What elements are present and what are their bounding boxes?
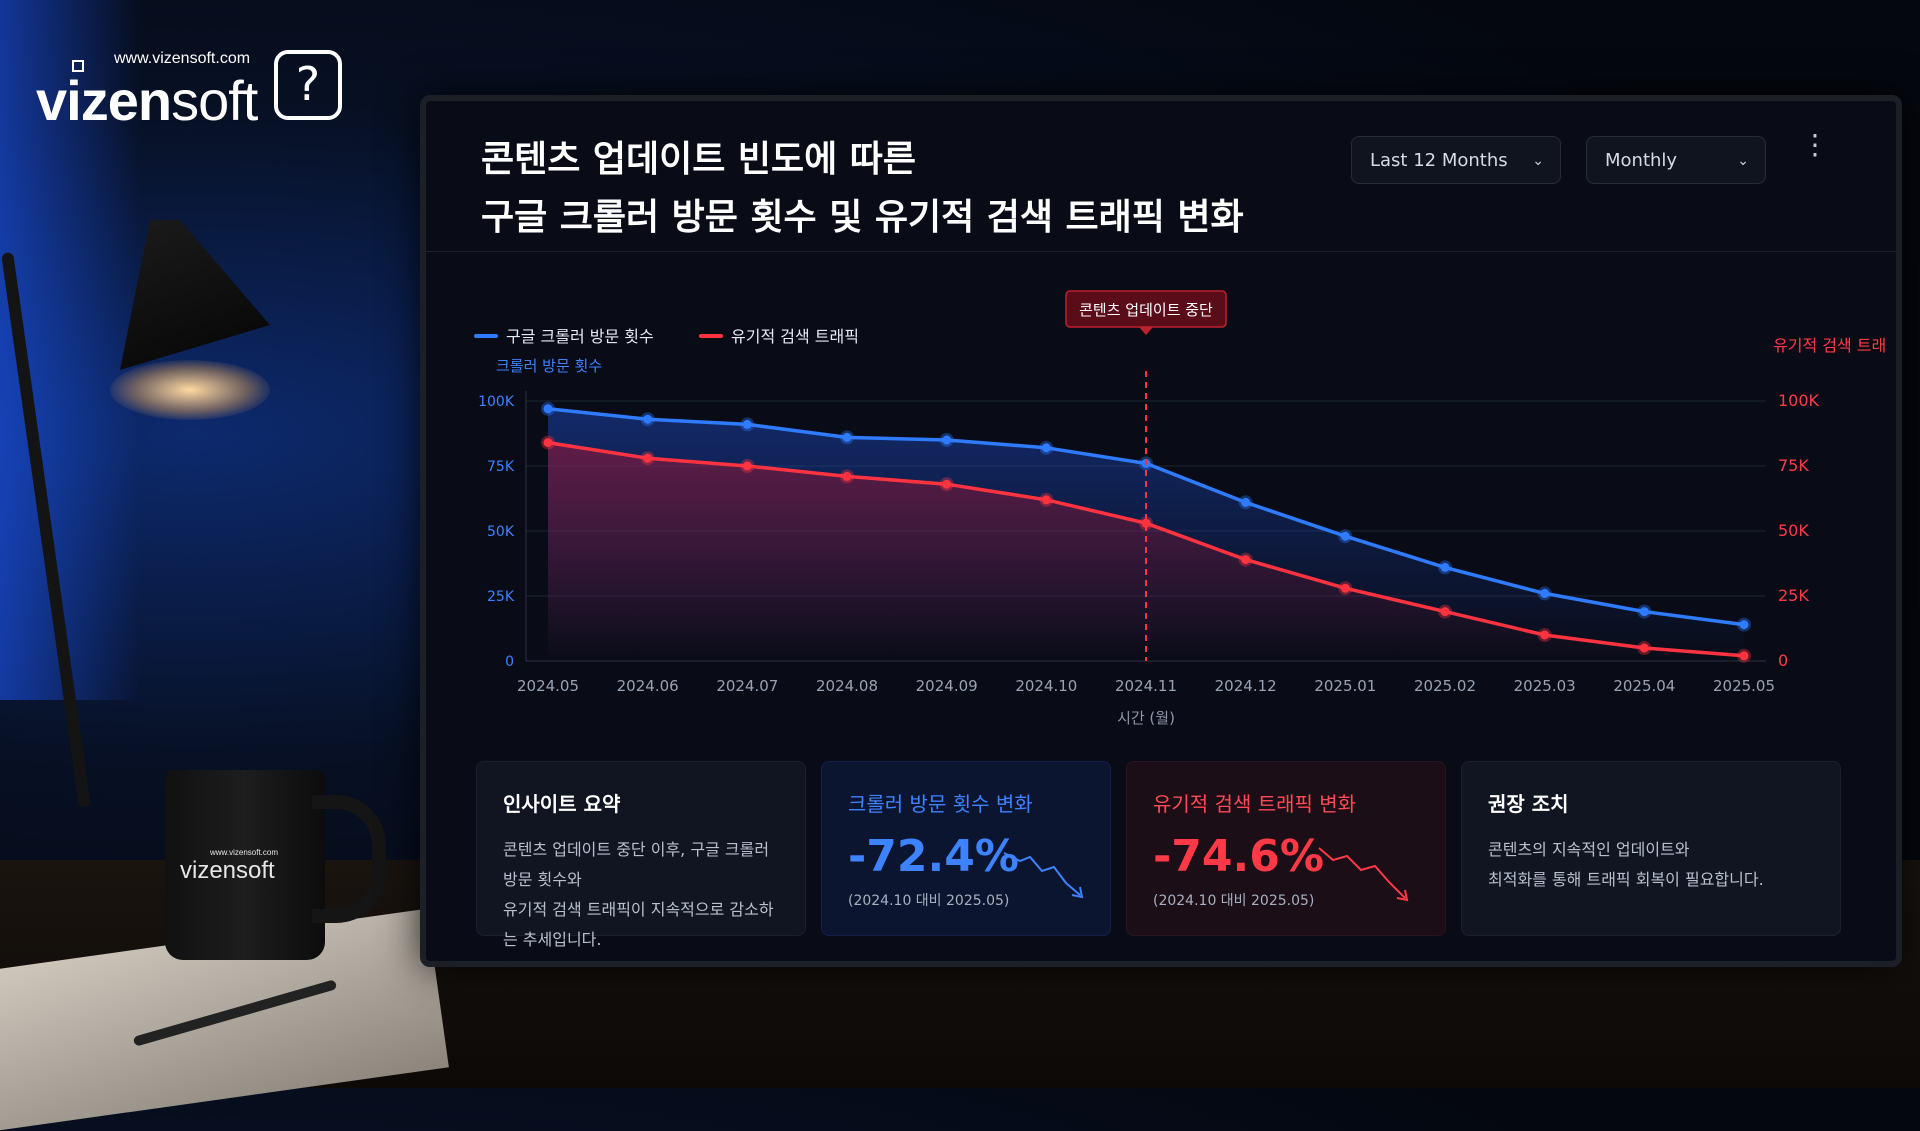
- brand-name-light: soft: [171, 69, 258, 132]
- y-axis-title-right: 유기적 검색 트래픽: [1773, 336, 1886, 355]
- crawler-change-value: -72.4%: [848, 831, 1019, 882]
- chevron-down-icon: ⌄: [1737, 153, 1749, 169]
- data-point: [1540, 630, 1550, 640]
- coffee-mug: [165, 770, 325, 960]
- data-point: [1739, 620, 1749, 630]
- page-title: 콘텐츠 업데이트 빈도에 따른 구글 크롤러 방문 횟수 및 유기적 검색 트래…: [481, 131, 1244, 247]
- crawler-change-period: (2024.10 대비 2025.05): [848, 893, 1010, 909]
- y-tick-right: 0: [1778, 651, 1788, 670]
- dashboard-header: 콘텐츠 업데이트 빈도에 따른 구글 크롤러 방문 횟수 및 유기적 검색 트래…: [426, 101, 1896, 252]
- date-range-select[interactable]: Last 12 Months ⌄: [1351, 136, 1561, 184]
- crawler-change-title: 크롤러 방문 횟수 변화: [848, 792, 1033, 816]
- x-tick-label: 2024.06: [617, 677, 679, 695]
- annotation-pointer: [1139, 327, 1153, 335]
- interval-select[interactable]: Monthly ⌄: [1586, 136, 1766, 184]
- brand-url: www.vizensoft.com: [114, 50, 251, 67]
- data-point: [1141, 518, 1151, 528]
- y-tick-right: 75K: [1778, 456, 1809, 475]
- x-tick-label: 2024.12: [1215, 677, 1277, 695]
- data-point: [942, 479, 952, 489]
- recommendation-card: 권장 조치 콘텐츠의 지속적인 업데이트와 최적화를 통해 트래픽 회복이 필요…: [1461, 761, 1841, 936]
- data-point: [1041, 495, 1051, 505]
- data-point: [1440, 607, 1450, 617]
- brand-dot-icon: [72, 60, 84, 72]
- recommendation-title: 권장 조치: [1488, 792, 1569, 816]
- y-tick-left: 0: [505, 654, 514, 670]
- y-tick-right: 50K: [1778, 521, 1809, 540]
- dashboard-monitor: 콘텐츠 업데이트 빈도에 따른 구글 크롤러 방문 횟수 및 유기적 검색 트래…: [420, 95, 1902, 967]
- mug-logo-url: www.vizensoft.com: [210, 848, 279, 857]
- data-point: [1639, 643, 1649, 653]
- data-point: [1540, 588, 1550, 598]
- y-tick-left: 50K: [487, 524, 515, 540]
- recommendation-line-2: 최적화를 통해 트래픽 회복이 필요합니다.: [1488, 870, 1764, 889]
- x-tick-label: 2025.02: [1414, 677, 1476, 695]
- y-tick-right: 100K: [1778, 391, 1820, 410]
- x-tick-label: 2024.07: [716, 677, 778, 695]
- y-tick-right: 25K: [1778, 586, 1809, 605]
- legend-label: 유기적 검색 트래픽: [731, 327, 859, 346]
- data-point: [842, 471, 852, 481]
- traffic-change-card: 유기적 검색 트래픽 변화 -74.6% (2024.10 대비 2025.05…: [1126, 761, 1446, 936]
- data-point: [1241, 497, 1251, 507]
- date-range-value: Last 12 Months: [1370, 150, 1508, 171]
- data-point: [942, 435, 952, 445]
- brand-name-bold: vizen: [36, 69, 172, 132]
- x-tick-label: 2024.10: [1015, 677, 1077, 695]
- x-tick-label: 2024.09: [916, 677, 978, 695]
- data-point: [643, 414, 653, 424]
- x-tick-label: 2025.04: [1613, 677, 1675, 695]
- summary-line-1: 콘텐츠 업데이트 중단 이후, 구글 크롤러 방문 횟수와: [503, 840, 770, 889]
- data-point: [1340, 531, 1350, 541]
- trend-down-icon: [1003, 852, 1084, 899]
- line-chart: 0 0 25K 25K 50K 50K 75K 75K 100K 100K 크롤러 방문 횟수 유기적…: [474, 290, 1886, 727]
- x-tick-label: 2025.05: [1713, 677, 1775, 695]
- data-point: [742, 461, 752, 471]
- recommendation-line-1: 콘텐츠의 지속적인 업데이트와: [1488, 840, 1690, 859]
- insight-summary-card: 인사이트 요약 콘텐츠 업데이트 중단 이후, 구글 크롤러 방문 횟수와 유기…: [476, 761, 806, 949]
- data-point: [1340, 583, 1350, 593]
- title-line-2: 구글 크롤러 방문 횟수 및 유기적 검색 트래픽 변화: [481, 197, 1244, 238]
- crawler-change-card: 크롤러 방문 횟수 변화 -72.4% (2024.10 대비 2025.05): [821, 761, 1111, 936]
- data-point: [1739, 651, 1749, 661]
- summary-title: 인사이트 요약: [503, 792, 621, 816]
- chevron-down-icon: ⌄: [1532, 153, 1544, 169]
- data-point: [1440, 562, 1450, 572]
- title-line-1: 콘텐츠 업데이트 빈도에 따른: [481, 139, 917, 180]
- traffic-change-period: (2024.10 대비 2025.05): [1153, 893, 1315, 909]
- data-point: [543, 404, 553, 414]
- data-point: [1241, 555, 1251, 565]
- trend-down-icon: [1318, 847, 1409, 902]
- traffic-change-value: -74.6%: [1153, 831, 1324, 882]
- traffic-change-title: 유기적 검색 트래픽 변화: [1153, 792, 1357, 816]
- y-tick-left: 75K: [487, 459, 515, 475]
- y-axis-title-left: 크롤러 방문 횟수: [496, 357, 602, 375]
- data-point: [543, 438, 553, 448]
- x-axis-title: 시간 (월): [1117, 709, 1175, 727]
- lamp-light: [110, 360, 270, 420]
- data-point: [643, 453, 653, 463]
- mug-handle: [312, 795, 386, 923]
- y-tick-left: 100K: [478, 394, 515, 410]
- x-tick-label: 2024.05: [517, 677, 579, 695]
- question-bubble-icon: ?: [274, 50, 342, 120]
- mug-logo-name: vizensoft: [180, 857, 275, 884]
- mug-logo: www.vizensoft.com vizensoft: [180, 848, 278, 885]
- y-tick-left: 25K: [487, 589, 515, 605]
- legend-label: 구글 크롤러 방문 횟수: [506, 327, 654, 346]
- data-point: [842, 432, 852, 442]
- data-point: [1041, 443, 1051, 453]
- data-point: [1639, 607, 1649, 617]
- summary-line-2: 유기적 검색 트래픽이 지속적으로 감소하는 추세입니다.: [503, 900, 774, 949]
- interval-value: Monthly: [1605, 150, 1678, 171]
- x-tick-label: 2025.01: [1314, 677, 1376, 695]
- x-tick-label: 2024.08: [816, 677, 878, 695]
- annotation-label: 콘텐츠 업데이트 중단: [1079, 301, 1213, 319]
- data-point: [742, 419, 752, 429]
- kebab-icon[interactable]: ⋮: [1801, 128, 1829, 161]
- brand-name: vizensoft: [36, 68, 258, 133]
- x-tick-label: 2024.11: [1115, 677, 1177, 695]
- x-tick-label: 2025.03: [1514, 677, 1576, 695]
- desk-lamp-head: [120, 220, 270, 370]
